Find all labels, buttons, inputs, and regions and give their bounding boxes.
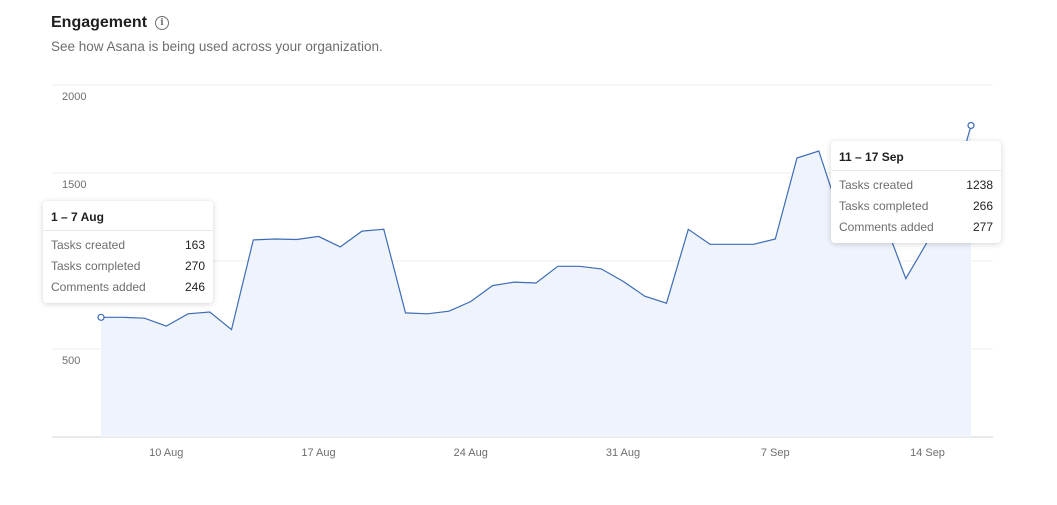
engagement-header: Engagement i See how Asana is being used… [51, 14, 383, 54]
data-point [748, 238, 760, 250]
data-point [334, 241, 346, 253]
data-point [160, 320, 172, 332]
x-tick-label: 31 Aug [606, 447, 640, 459]
chart-series [97, 121, 975, 437]
tooltip-label: Comments added [51, 280, 146, 294]
data-point [182, 308, 194, 320]
data-point [378, 223, 390, 235]
data-point [487, 280, 499, 292]
tooltip-label: Tasks created [51, 238, 126, 252]
x-tick-label: 10 Aug [149, 447, 183, 459]
tooltip-row-tasks-completed: Tasks completed 270 [43, 255, 213, 276]
tooltip-week-7: 11 – 17 Sep Tasks created 1238 Tasks com… [831, 141, 1001, 243]
tooltip-value: 277 [972, 220, 993, 234]
data-point [726, 238, 738, 250]
data-point [769, 233, 781, 245]
data-point [791, 152, 803, 164]
y-tick-label: 2000 [62, 91, 86, 103]
tooltip-value: 163 [184, 238, 205, 252]
data-point [508, 276, 520, 288]
data-point [682, 223, 694, 235]
y-tick-label: 1500 [62, 179, 86, 191]
data-point [443, 305, 455, 317]
data-point [574, 260, 586, 272]
data-point [117, 311, 129, 323]
data-point [552, 260, 564, 272]
y-axis-ticks: 2000 1500 500 [62, 91, 86, 367]
tooltip-row-comments-added: Comments added 277 [831, 216, 1001, 237]
data-point [617, 275, 629, 287]
tooltip-row-tasks-completed: Tasks completed 266 [831, 195, 1001, 216]
tooltip-label: Tasks completed [51, 259, 141, 273]
tooltip-row-tasks-created: Tasks created 163 [43, 234, 213, 255]
x-tick-label: 17 Aug [301, 447, 335, 459]
tooltip-label: Comments added [839, 220, 934, 234]
y-tick-label: 500 [62, 355, 80, 367]
highlight-point [967, 121, 975, 130]
highlight-point [97, 313, 105, 321]
x-tick-label: 14 Sep [910, 447, 945, 459]
data-point [900, 273, 912, 285]
x-tick-label: 7 Sep [761, 447, 790, 459]
data-point [291, 234, 303, 246]
tooltip-label: Tasks completed [839, 199, 929, 213]
info-icon[interactable]: i [155, 16, 170, 30]
data-point [204, 306, 216, 318]
data-point [661, 297, 673, 309]
data-point [421, 308, 433, 320]
tooltip-value: 246 [184, 280, 205, 294]
data-point [704, 238, 716, 250]
tooltip-row-tasks-created: Tasks created 1238 [831, 174, 1001, 195]
x-tick-label: 24 Aug [454, 447, 488, 459]
data-point [813, 145, 825, 157]
title-row: Engagement i [51, 14, 383, 32]
data-point [247, 234, 259, 246]
page-subtitle: See how Asana is being used across your … [51, 39, 383, 54]
tooltip-value: 1238 [966, 178, 993, 192]
tooltip-label: Tasks created [839, 178, 914, 192]
data-point [226, 324, 238, 336]
series-line [101, 125, 972, 331]
data-point [139, 312, 151, 324]
tooltip-week-1: 1 – 7 Aug Tasks created 163 Tasks comple… [43, 201, 213, 303]
tooltip-value: 266 [972, 199, 993, 213]
data-point [595, 263, 607, 275]
data-point [400, 307, 412, 319]
data-point [313, 230, 325, 242]
data-point [269, 233, 281, 245]
data-point [356, 225, 368, 237]
data-point [639, 290, 651, 302]
tooltip-title: 11 – 17 Sep [831, 141, 1001, 171]
tooltip-row-comments-added: Comments added 246 [43, 276, 213, 297]
series-area [101, 125, 971, 437]
page-title: Engagement [51, 14, 148, 31]
x-axis-ticks: 10 Aug 17 Aug 24 Aug 31 Aug 7 Sep 14 Sep [149, 447, 945, 459]
data-point [530, 277, 542, 289]
tooltip-title: 1 – 7 Aug [43, 201, 213, 231]
data-point [465, 295, 477, 307]
tooltip-value: 270 [184, 259, 205, 273]
